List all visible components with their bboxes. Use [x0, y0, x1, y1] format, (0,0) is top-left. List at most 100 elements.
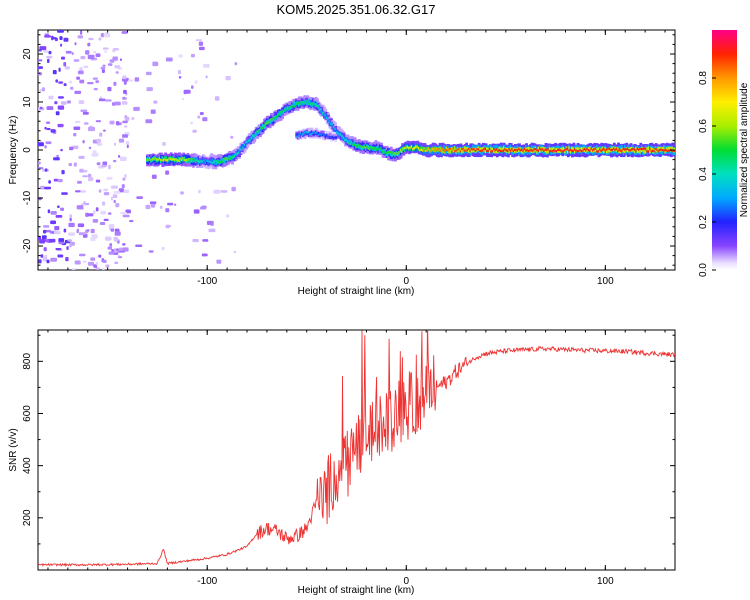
- noise-speckle: [178, 54, 183, 58]
- noise-speckle: [191, 53, 195, 58]
- noise-speckle: [88, 177, 94, 182]
- ridge-segment: [522, 149, 526, 152]
- ridge-segment: [219, 160, 223, 164]
- noise-speckle: [122, 120, 128, 124]
- noise-speckle: [165, 208, 170, 213]
- noise-speckle: [98, 254, 102, 258]
- noise-speckle: [182, 97, 185, 101]
- noise-speckle: [43, 229, 47, 234]
- noise-speckle: [177, 69, 181, 75]
- noise-speckle: [114, 231, 121, 236]
- noise-speckle: [113, 199, 116, 204]
- noise-speckle: [90, 257, 96, 261]
- noise-speckle: [59, 36, 63, 40]
- noise-speckle: [122, 96, 126, 100]
- noise-speckle: [92, 77, 98, 80]
- noise-speckle: [53, 157, 60, 161]
- noise-speckle: [118, 155, 121, 158]
- noise-speckle: [47, 58, 50, 63]
- noise-speckle: [68, 232, 75, 236]
- noise-speckle: [61, 192, 68, 195]
- ridge-segment: [405, 147, 409, 150]
- noise-speckle: [101, 69, 105, 73]
- noise-speckle: [48, 50, 52, 55]
- ridge-segment: [226, 157, 230, 160]
- noise-speckle: [225, 76, 231, 81]
- noise-speckle: [38, 66, 40, 70]
- ridge-segment: [306, 100, 310, 106]
- ridge-segment: [672, 149, 675, 152]
- ridge-segment: [313, 103, 317, 106]
- noise-speckle: [50, 129, 56, 133]
- x-tick-label: -100: [197, 276, 217, 287]
- noise-speckle: [118, 188, 124, 193]
- noise-speckle: [124, 174, 127, 178]
- ridge-segment: [293, 105, 297, 108]
- ridge-segment: [180, 158, 184, 162]
- ridge-segment: [660, 148, 664, 151]
- noise-speckle: [80, 109, 88, 112]
- noise-speckle: [75, 190, 81, 193]
- ridge-segment: [161, 159, 165, 162]
- noise-speckle: [149, 201, 157, 205]
- noise-speckle: [107, 212, 112, 215]
- noise-speckle: [66, 246, 69, 250]
- noise-speckle: [210, 222, 214, 226]
- ridge-segment: [320, 108, 324, 111]
- ridge-segment: [352, 143, 356, 146]
- ridge-segment: [168, 157, 172, 160]
- noise-speckle: [160, 205, 163, 209]
- noise-speckle: [134, 77, 140, 82]
- ridge-segment: [614, 148, 618, 151]
- noise-speckle: [111, 185, 118, 189]
- noise-speckle: [165, 170, 170, 175]
- ridge-segment: [561, 147, 565, 152]
- ridge-segment: [646, 146, 650, 152]
- ridge-segment: [444, 149, 448, 152]
- noise-speckle: [73, 163, 76, 166]
- noise-speckle: [80, 190, 87, 193]
- noise-speckle: [52, 70, 57, 75]
- noise-speckle: [55, 248, 62, 251]
- ridge-segment: [633, 148, 637, 151]
- noise-speckle: [79, 253, 86, 257]
- noise-speckle: [105, 99, 112, 102]
- snr-x-axis: -100 0 100: [47, 330, 666, 587]
- noise-speckle: [73, 126, 81, 130]
- noise-speckle: [83, 260, 87, 263]
- noise-speckle: [96, 138, 102, 143]
- noise-speckle: [93, 51, 97, 54]
- noise-speckle: [117, 255, 120, 258]
- noise-speckle: [99, 96, 102, 99]
- noise-speckle: [79, 79, 85, 84]
- noise-speckle: [58, 241, 65, 245]
- noise-speckle: [220, 190, 228, 193]
- spectrogram-y-label: Frequency (Hz): [8, 116, 19, 185]
- noise-speckle: [148, 250, 154, 253]
- noise-speckle: [90, 228, 95, 234]
- noise-speckle: [46, 106, 54, 110]
- noise-speckle: [100, 210, 106, 215]
- noise-speckle: [57, 30, 64, 33]
- noise-speckle: [103, 218, 109, 221]
- ridge-segment: [148, 157, 152, 160]
- noise-speckle: [193, 209, 200, 214]
- ridge-segment: [646, 150, 650, 153]
- noise-speckle: [102, 64, 106, 67]
- noise-speckle: [105, 237, 112, 241]
- noise-speckle: [123, 189, 129, 194]
- ridge-segment: [580, 150, 584, 153]
- noise-speckle: [40, 254, 44, 258]
- noise-speckle: [174, 203, 177, 206]
- noise-speckle: [68, 163, 72, 167]
- noise-speckle: [213, 189, 221, 194]
- noise-speckle: [216, 259, 222, 264]
- colorbar-tick-label: 0.0: [698, 263, 709, 277]
- noise-speckle: [113, 236, 118, 242]
- ridge-segment: [274, 116, 278, 120]
- noise-speckle: [46, 56, 52, 59]
- noise-speckle: [93, 88, 98, 91]
- colorbar-tick-label: 0.4: [698, 167, 709, 181]
- ridge-segment: [332, 125, 336, 128]
- noise-speckle: [91, 152, 99, 157]
